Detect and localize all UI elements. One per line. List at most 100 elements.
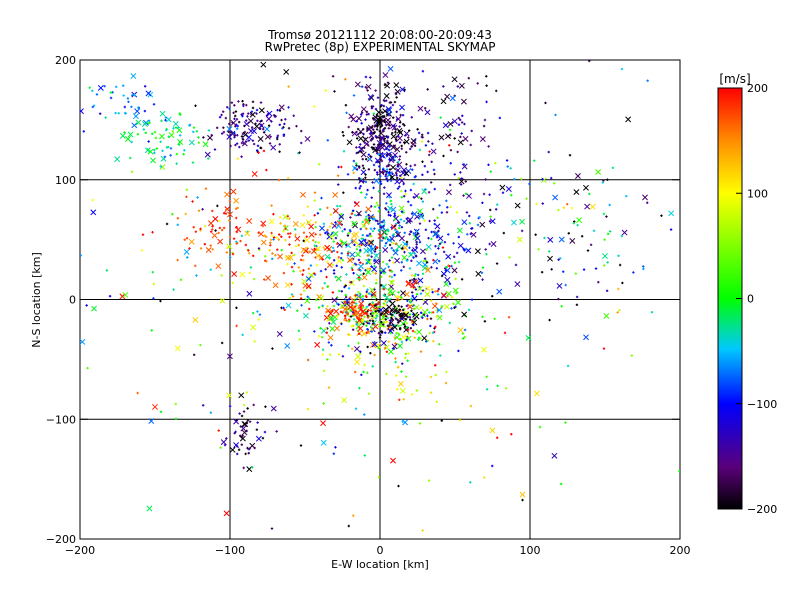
data-point-dot-1262 <box>340 290 343 293</box>
data-point-dot-104 <box>363 137 367 140</box>
data-point-dot-2015 <box>630 354 633 357</box>
data-point-dot-556 <box>382 219 386 222</box>
data-point-dot-2153 <box>283 224 287 228</box>
data-point-dot-513 <box>385 202 388 205</box>
data-point-dot-1138 <box>349 315 353 318</box>
data-point-dot-272 <box>379 180 382 183</box>
data-point-dot-2031 <box>496 203 499 206</box>
data-point-dot-451 <box>436 216 439 219</box>
data-point-dot-325 <box>368 158 371 161</box>
data-point-cross-1632 <box>159 133 165 140</box>
data-point-dot-599 <box>332 269 336 272</box>
data-point-dot-440 <box>413 252 416 255</box>
data-point-cross-828 <box>490 241 497 247</box>
data-point-cross-982 <box>314 341 321 348</box>
data-point-dot-2059 <box>346 301 349 304</box>
data-point-dot-1694 <box>88 86 91 89</box>
data-point-dot-360 <box>324 268 327 271</box>
data-point-dot-420 <box>387 265 390 269</box>
data-point-dot-1898 <box>306 407 310 411</box>
data-point-dot-1683 <box>109 96 113 100</box>
data-point-dot-2029 <box>520 229 524 233</box>
data-point-dot-1851 <box>238 434 242 437</box>
data-point-dot-861 <box>452 255 456 259</box>
data-point-dot-2267 <box>236 157 240 160</box>
data-point-dot-855 <box>421 316 424 319</box>
data-point-dot-1943 <box>401 420 404 423</box>
data-point-dot-442 <box>360 237 364 240</box>
data-point-dot-1762 <box>485 75 488 78</box>
data-point-dot-2147 <box>257 247 261 250</box>
data-point-dot-262 <box>396 160 400 164</box>
data-point-dot-2368 <box>506 165 509 168</box>
data-point-dot-1741 <box>247 249 250 252</box>
data-point-dot-2094 <box>428 150 431 153</box>
data-point-dot-1845 <box>403 124 406 127</box>
data-point-dot-55 <box>356 137 359 140</box>
data-point-dot-1553 <box>220 132 224 135</box>
data-point-dot-1249 <box>452 302 455 305</box>
data-point-dot-413 <box>390 202 393 206</box>
data-point-cross-1531 <box>207 134 213 141</box>
data-point-dot-1897 <box>363 363 366 367</box>
data-point-dot-1072 <box>371 365 374 368</box>
data-point-dot-265 <box>404 189 407 193</box>
colorbar-tick-label-0: 200 <box>747 82 768 95</box>
data-point-dot-1649 <box>159 165 162 168</box>
data-point-cross-1564 <box>226 133 233 140</box>
data-point-dot-867 <box>437 229 440 233</box>
data-point-dot-1325 <box>433 327 436 330</box>
data-point-dot-1997 <box>586 249 590 252</box>
data-point-dot-1174 <box>370 293 374 297</box>
data-point-cross-404 <box>345 242 352 249</box>
data-point-dot-2307 <box>421 529 424 532</box>
data-point-dot-1736 <box>194 230 198 233</box>
data-point-dot-1375 <box>393 305 396 308</box>
data-point-dot-1567 <box>276 109 279 112</box>
data-point-dot-2248 <box>347 333 350 336</box>
data-point-cross-1638 <box>141 121 148 127</box>
data-point-cross-2318 <box>387 65 394 72</box>
colorbar-tick-label-4: −200 <box>747 503 777 516</box>
data-point-dot-1808 <box>383 120 386 124</box>
data-point-dot-2394 <box>611 166 615 169</box>
data-point-dot-40 <box>357 151 360 154</box>
data-point-dot-1939 <box>415 313 418 317</box>
data-point-dot-2099 <box>366 288 369 291</box>
data-point-dot-2298 <box>510 432 513 436</box>
data-point-cross-178 <box>403 138 410 145</box>
data-point-dot-2076 <box>342 191 345 194</box>
data-point-cross-627 <box>377 233 384 240</box>
data-point-dot-1545 <box>272 114 276 117</box>
data-point-cross-50 <box>350 116 357 123</box>
data-point-cross-2035 <box>625 116 632 123</box>
data-point-dot-1678 <box>114 85 118 89</box>
data-point-dot-1165 <box>408 304 412 308</box>
data-point-cross-1714 <box>188 238 195 245</box>
data-point-dot-1513 <box>233 136 236 139</box>
data-point-dot-172 <box>405 151 408 154</box>
data-point-dot-1730 <box>203 242 206 246</box>
data-point-dot-2124 <box>286 176 290 180</box>
data-point-dot-1013 <box>428 311 431 314</box>
data-point-dot-551 <box>396 231 399 234</box>
data-point-dot-605 <box>372 259 376 263</box>
data-point-cross-397 <box>396 243 403 250</box>
data-point-cross-2251 <box>260 61 267 68</box>
data-point-dot-1918 <box>398 398 401 401</box>
data-point-dot-1910 <box>411 319 414 323</box>
data-point-dot-663 <box>294 233 297 236</box>
data-point-dot-2358 <box>547 150 550 154</box>
data-point-dot-78 <box>355 146 358 149</box>
data-point-dot-21 <box>366 89 369 92</box>
data-point-dot-1056 <box>374 317 378 320</box>
data-point-cross-1609 <box>125 136 131 142</box>
data-point-dot-1474 <box>282 134 286 138</box>
data-point-dot-1549 <box>260 124 263 128</box>
data-point-dot-411 <box>397 226 401 230</box>
data-point-dot-1430 <box>350 298 354 301</box>
data-point-dot-655 <box>284 239 287 242</box>
data-point-cross-2001 <box>668 210 675 217</box>
data-point-dot-112 <box>370 106 374 110</box>
data-point-dot-1477 <box>194 104 197 107</box>
